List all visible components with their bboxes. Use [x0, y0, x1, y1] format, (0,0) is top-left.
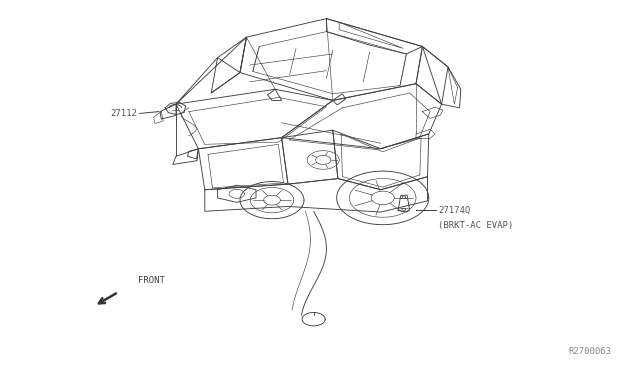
Text: (BRKT-AC EVAP): (BRKT-AC EVAP) — [438, 221, 514, 230]
Text: FRONT: FRONT — [138, 276, 164, 285]
Text: 27174Q: 27174Q — [438, 206, 470, 215]
Text: 27112: 27112 — [111, 109, 138, 118]
Text: R2700063: R2700063 — [568, 347, 611, 356]
